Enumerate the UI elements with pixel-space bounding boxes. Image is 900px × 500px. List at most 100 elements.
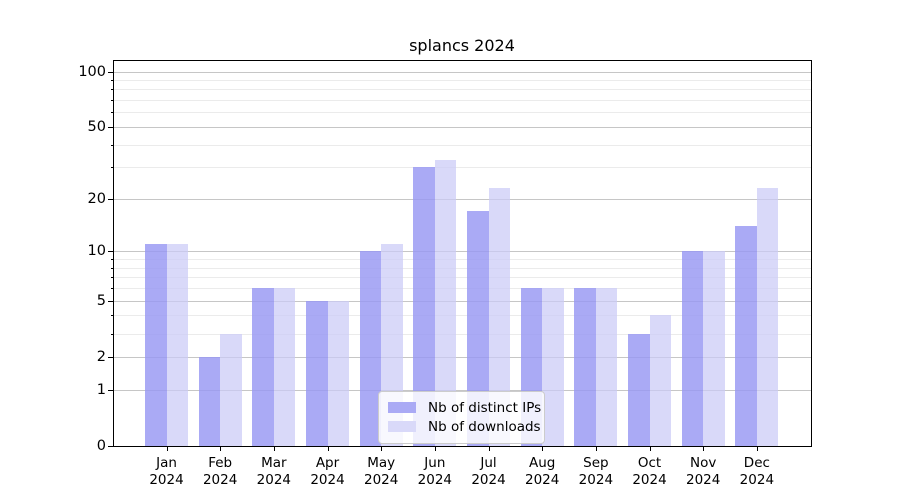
x-tick-label: Apr 2024 (300, 455, 356, 489)
plot-area: 0 1 2 5 10 20 50 100 Jan 2024 Feb 2024 Mar 2024 Apr 202… (78, 60, 812, 488)
legend-swatch-distinct-ips (388, 402, 416, 413)
y-tick (108, 446, 114, 447)
legend-item-downloads: Nb of downloads (388, 418, 541, 435)
x-tick (542, 446, 544, 451)
x-tick-year: 2024 (525, 472, 560, 488)
gridline-major (114, 300, 811, 302)
x-tick-year: 2024 (578, 472, 614, 488)
gridline-minor (114, 259, 811, 261)
gridline-minor (114, 167, 811, 169)
x-tick-month: Sep (583, 455, 609, 471)
gridline-minor (114, 315, 811, 317)
x-tick-label: Mar 2024 (246, 455, 302, 489)
x-tick-label: Jun 2024 (407, 455, 463, 489)
gridline-minor (114, 89, 811, 91)
x-tick-year: 2024 (686, 472, 721, 488)
gridline-minor (114, 267, 811, 269)
x-tick-year: 2024 (417, 472, 453, 488)
y-tick-label: 2 (96, 348, 106, 365)
legend-label-downloads: Nb of downloads (428, 418, 541, 435)
bar-distinct-ips (413, 167, 435, 446)
y-minor-tick (111, 112, 114, 114)
legend: Nb of distinct IPs Nb of downloads (378, 391, 545, 444)
gridline-minor (114, 112, 811, 114)
x-tick-year: 2024 (149, 472, 184, 488)
y-minor-tick (111, 277, 114, 279)
bar-distinct-ips (735, 226, 757, 446)
x-tick (756, 446, 758, 451)
bar-distinct-ips (574, 288, 596, 446)
bar-distinct-ips (145, 244, 167, 446)
x-tick-month: Feb (208, 455, 233, 471)
y-tick (108, 356, 114, 358)
x-tick-month: Jul (480, 455, 497, 471)
x-tick-label: Jul 2024 (461, 455, 517, 489)
bar-downloads (434, 159, 457, 446)
x-tick (703, 446, 705, 451)
chart-title: splancs 2024 (409, 36, 515, 55)
x-tick-label: Feb 2024 (192, 455, 248, 489)
gridline-major (114, 71, 811, 73)
y-minor-tick (111, 167, 114, 169)
gridline-major (114, 126, 811, 128)
y-minor-tick (111, 288, 114, 290)
bar-downloads (649, 315, 672, 446)
y-tick-label: 20 (87, 190, 106, 207)
gridline-minor (114, 288, 811, 290)
x-tick (649, 446, 651, 451)
x-tick-year: 2024 (363, 472, 399, 488)
bar-downloads (488, 188, 511, 446)
x-tick-label: Aug 2024 (514, 455, 570, 489)
y-minor-tick (111, 144, 114, 146)
x-tick (434, 446, 436, 451)
x-tick-month: Oct (637, 455, 662, 471)
bar-distinct-ips (359, 251, 382, 446)
gridline-minor (114, 277, 811, 279)
x-tick-month: Jan (156, 455, 177, 471)
y-tick (108, 126, 114, 128)
bar-downloads (327, 300, 349, 446)
x-tick-year: 2024 (202, 472, 238, 488)
bar-downloads (166, 244, 188, 446)
x-tick-label: Nov 2024 (675, 455, 731, 489)
x-tick-label: May 2024 (353, 455, 409, 489)
y-tick-label: 0 (96, 438, 106, 454)
gridline-minor (114, 100, 811, 102)
x-tick-year: 2024 (632, 472, 667, 488)
y-tick (108, 198, 114, 200)
bar-distinct-ips (628, 333, 650, 446)
gridline-major (114, 389, 811, 391)
x-tick-month: Aug (529, 455, 556, 471)
gridline-major (114, 198, 811, 200)
y-tick-label: 5 (96, 292, 106, 309)
x-tick-year: 2024 (471, 472, 506, 488)
legend-swatch-downloads (388, 421, 416, 432)
y-tick (108, 251, 114, 253)
y-minor-tick (111, 79, 114, 81)
x-tick-year: 2024 (256, 472, 291, 488)
x-tick-month: May (367, 455, 396, 471)
x-tick-month: Apr (315, 455, 340, 471)
x-tick-month: Jun (424, 455, 446, 471)
gridline-minor (114, 333, 811, 335)
x-tick (273, 446, 275, 451)
bar-downloads (756, 188, 779, 446)
y-tick (108, 389, 114, 391)
bar-downloads (703, 251, 725, 446)
y-minor-tick (111, 315, 114, 317)
bar-distinct-ips (252, 288, 274, 446)
legend-item-distinct-ips: Nb of distinct IPs (388, 399, 541, 416)
x-tick-label: Oct 2024 (622, 455, 678, 489)
bar-downloads (273, 288, 296, 446)
y-tick (108, 300, 114, 302)
bar-downloads (220, 333, 242, 446)
x-tick-year: 2024 (739, 472, 775, 488)
y-tick-label: 10 (87, 243, 106, 260)
bar-distinct-ips (306, 300, 328, 446)
y-tick-label: 1 (96, 381, 106, 398)
gridline-major (114, 251, 811, 253)
y-tick-label: 100 (78, 63, 106, 80)
bar-downloads (595, 288, 618, 446)
y-minor-tick (111, 89, 114, 91)
